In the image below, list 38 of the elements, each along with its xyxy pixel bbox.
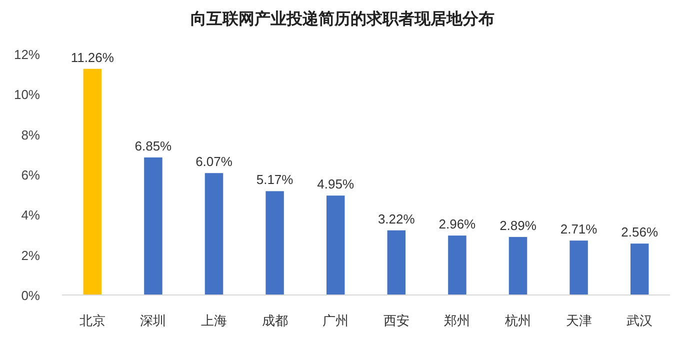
y-tick-label: 0% <box>21 288 40 303</box>
data-label: 2.96% <box>438 216 476 232</box>
y-tick-label: 12% <box>14 47 40 62</box>
x-tick-label: 武汉 <box>626 313 653 328</box>
x-tick-label: 北京 <box>79 313 106 328</box>
x-tick-label: 上海 <box>201 313 227 328</box>
data-label: 5.17% <box>256 172 294 188</box>
x-tick-label: 广州 <box>322 313 349 328</box>
bar <box>570 240 588 295</box>
y-tick-label: 6% <box>21 168 40 182</box>
bar <box>144 157 162 295</box>
chart-title: 向互联网产业投递简历的求职者现居地分布 <box>190 10 494 28</box>
y-tick-label: 8% <box>21 127 40 142</box>
data-label: 3.22% <box>378 211 416 226</box>
x-tick-label: 天津 <box>566 313 592 328</box>
bar <box>630 244 649 295</box>
bar <box>326 196 345 295</box>
bar <box>448 236 466 295</box>
bar <box>387 230 406 295</box>
bar <box>508 236 528 295</box>
bar <box>83 68 102 295</box>
y-tick-label: 4% <box>21 208 40 223</box>
x-tick-label: 郑州 <box>444 313 470 328</box>
data-label: 6.07% <box>196 154 233 170</box>
data-label: 2.56% <box>621 224 658 240</box>
data-label: 6.85% <box>134 138 172 154</box>
x-tick-label: 西安 <box>383 313 410 328</box>
x-tick-label: 深圳 <box>140 313 166 328</box>
bar <box>266 191 284 295</box>
data-label: 2.89% <box>500 218 537 233</box>
data-label: 4.95% <box>317 176 354 192</box>
data-label: 11.26% <box>70 50 114 65</box>
y-tick-label: 2% <box>21 248 40 263</box>
y-tick-label: 10% <box>14 87 40 102</box>
x-tick-label: 杭州 <box>504 313 531 328</box>
data-label: 2.71% <box>560 222 598 237</box>
bar <box>204 173 224 295</box>
x-tick-label: 成都 <box>262 313 288 328</box>
